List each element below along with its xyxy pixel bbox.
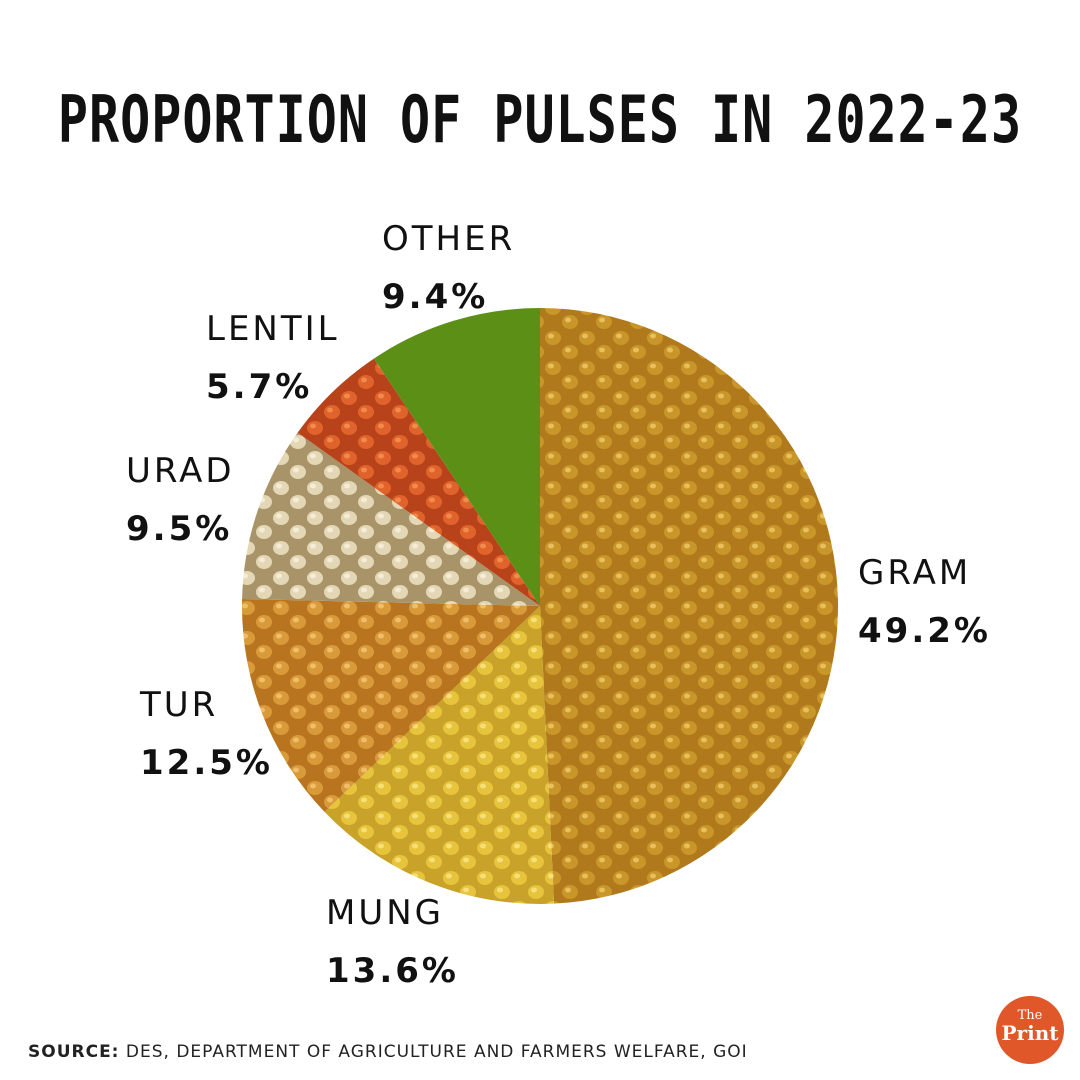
source-text: DES, DEPARTMENT OF AGRICULTURE AND FARME… xyxy=(125,1042,748,1062)
chart-title: PROPORTION OF PULSES IN 2022-23 xyxy=(57,82,1023,158)
pie-slice-tur xyxy=(241,598,540,812)
slice-name: LENTIL xyxy=(206,309,340,349)
slice-value: 9.5% xyxy=(126,509,233,549)
slice-value: 49.2% xyxy=(858,611,991,651)
pie-slice-lentil xyxy=(297,358,540,606)
slice-label-urad: URAD 9.5% xyxy=(126,442,235,558)
theprint-logo: The Print xyxy=(996,996,1064,1064)
logo-line-2: Print xyxy=(1001,1021,1059,1045)
slice-name: MUNG xyxy=(326,893,445,933)
source-note: SOURCE: DES, DEPARTMENT OF AGRICULTURE A… xyxy=(28,1042,748,1062)
source-label: SOURCE: xyxy=(28,1042,120,1062)
slice-label-gram: GRAM 49.2% xyxy=(858,544,991,660)
slice-name: OTHER xyxy=(382,219,516,259)
slice-value: 12.5% xyxy=(140,743,273,783)
slice-value: 13.6% xyxy=(326,951,459,991)
pie-slice-urad xyxy=(242,432,540,606)
slice-label-mung: MUNG 13.6% xyxy=(326,884,459,1000)
slice-label-other: OTHER 9.4% xyxy=(382,210,515,326)
slice-label-tur: TUR 12.5% xyxy=(140,676,273,792)
pie-slice-other xyxy=(373,308,540,606)
slice-name: URAD xyxy=(126,451,235,491)
slice-value: 5.7% xyxy=(206,367,313,407)
pie-slice-mung xyxy=(324,606,555,905)
pie-slice-gram xyxy=(540,308,839,904)
slice-name: GRAM xyxy=(858,553,972,593)
slice-name: TUR xyxy=(140,685,219,725)
slice-label-lentil: LENTIL 5.7% xyxy=(206,300,340,416)
logo-line-1: The xyxy=(1017,1008,1043,1023)
slice-value: 9.4% xyxy=(382,277,489,317)
